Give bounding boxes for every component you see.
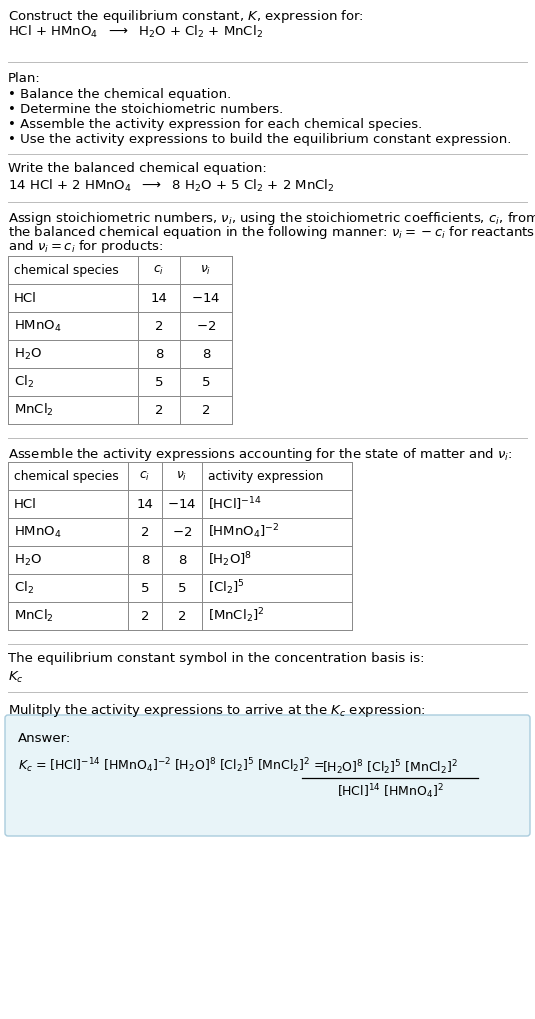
Text: 2: 2 [141,526,149,538]
Text: HCl: HCl [14,497,37,511]
Text: [HCl]$^{14}$ [HMnO$_4$]$^2$: [HCl]$^{14}$ [HMnO$_4$]$^2$ [337,782,444,801]
Text: 5: 5 [155,375,163,388]
Text: [Cl$_2$]$^5$: [Cl$_2$]$^5$ [208,579,245,597]
Text: activity expression: activity expression [208,470,323,483]
Text: 2: 2 [155,404,163,417]
Text: MnCl$_2$: MnCl$_2$ [14,401,54,418]
Text: Assemble the activity expressions accounting for the state of matter and $\nu_i$: Assemble the activity expressions accoun… [8,446,513,463]
Text: MnCl$_2$: MnCl$_2$ [14,608,54,624]
Text: [MnCl$_2$]$^2$: [MnCl$_2$]$^2$ [208,606,264,626]
Text: $-2$: $-2$ [196,320,216,332]
Text: $-2$: $-2$ [172,526,192,538]
Text: Assign stoichiometric numbers, $\nu_i$, using the stoichiometric coefficients, $: Assign stoichiometric numbers, $\nu_i$, … [8,210,535,227]
Text: 5: 5 [202,375,210,388]
Text: Plan:: Plan: [8,72,41,85]
Text: 5: 5 [141,582,149,594]
Text: • Assemble the activity expression for each chemical species.: • Assemble the activity expression for e… [8,118,422,131]
Text: 8: 8 [141,553,149,567]
Text: Answer:: Answer: [18,732,71,745]
Text: HCl: HCl [14,291,37,305]
Text: and $\nu_i = c_i$ for products:: and $\nu_i = c_i$ for products: [8,238,164,255]
Text: $-14$: $-14$ [192,291,220,305]
Text: 14: 14 [150,291,167,305]
Text: $K_c$: $K_c$ [8,671,24,685]
Text: chemical species: chemical species [14,264,119,276]
Text: 8: 8 [178,553,186,567]
Text: Cl$_2$: Cl$_2$ [14,580,34,596]
Text: 5: 5 [178,582,186,594]
Text: 2: 2 [178,609,186,623]
Text: [H$_2$O]$^8$: [H$_2$O]$^8$ [208,550,252,570]
Text: Cl$_2$: Cl$_2$ [14,374,34,390]
Text: $c_i$: $c_i$ [154,264,165,276]
FancyBboxPatch shape [5,715,530,836]
Text: Mulitply the activity expressions to arrive at the $K_c$ expression:: Mulitply the activity expressions to arr… [8,702,426,719]
Text: H$_2$O: H$_2$O [14,552,42,568]
Text: $K_c$ = [HCl]$^{-14}$ [HMnO$_4$]$^{-2}$ [H$_2$O]$^8$ [Cl$_2$]$^5$ [MnCl$_2$]$^2$: $K_c$ = [HCl]$^{-14}$ [HMnO$_4$]$^{-2}$ … [18,756,325,774]
Text: Write the balanced chemical equation:: Write the balanced chemical equation: [8,162,267,175]
Text: 8: 8 [155,347,163,361]
Text: Construct the equilibrium constant, $K$, expression for:: Construct the equilibrium constant, $K$,… [8,8,364,25]
Text: HCl + HMnO$_4$  $\longrightarrow$  H$_2$O + Cl$_2$ + MnCl$_2$: HCl + HMnO$_4$ $\longrightarrow$ H$_2$O … [8,24,263,40]
Text: 2: 2 [141,609,149,623]
Text: 8: 8 [202,347,210,361]
Text: 14 HCl + 2 HMnO$_4$  $\longrightarrow$  8 H$_2$O + 5 Cl$_2$ + 2 MnCl$_2$: 14 HCl + 2 HMnO$_4$ $\longrightarrow$ 8 … [8,178,334,194]
Text: The equilibrium constant symbol in the concentration basis is:: The equilibrium constant symbol in the c… [8,652,424,665]
Text: [HCl]$^{-14}$: [HCl]$^{-14}$ [208,495,262,513]
Text: $-14$: $-14$ [167,497,196,511]
Text: the balanced chemical equation in the following manner: $\nu_i = -c_i$ for react: the balanced chemical equation in the fo… [8,224,535,242]
Text: • Use the activity expressions to build the equilibrium constant expression.: • Use the activity expressions to build … [8,133,511,146]
Text: H$_2$O: H$_2$O [14,346,42,362]
Text: • Balance the chemical equation.: • Balance the chemical equation. [8,88,231,101]
Text: chemical species: chemical species [14,470,119,483]
Text: 2: 2 [202,404,210,417]
Text: [H$_2$O]$^8$ [Cl$_2$]$^5$ [MnCl$_2$]$^2$: [H$_2$O]$^8$ [Cl$_2$]$^5$ [MnCl$_2$]$^2$ [322,758,458,776]
Text: [HMnO$_4$]$^{-2}$: [HMnO$_4$]$^{-2}$ [208,523,279,541]
Text: $\nu_i$: $\nu_i$ [177,470,188,483]
Text: $c_i$: $c_i$ [140,470,150,483]
Text: 14: 14 [136,497,154,511]
Text: HMnO$_4$: HMnO$_4$ [14,525,62,539]
Text: HMnO$_4$: HMnO$_4$ [14,319,62,333]
Text: 2: 2 [155,320,163,332]
Text: • Determine the stoichiometric numbers.: • Determine the stoichiometric numbers. [8,103,283,116]
Text: $\nu_i$: $\nu_i$ [201,264,211,276]
